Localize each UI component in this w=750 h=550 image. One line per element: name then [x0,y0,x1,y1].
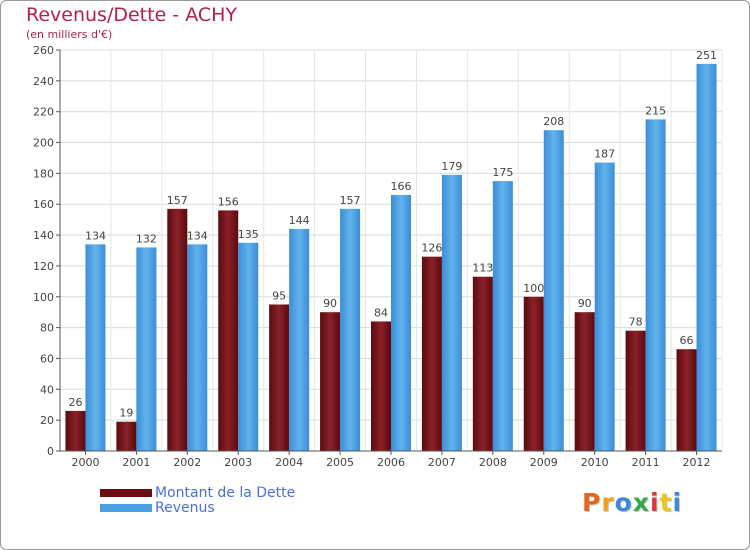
label-debt-2012: 66 [680,334,694,347]
x-tick-label-2001: 2001 [122,456,150,469]
y-tick-label-40: 40 [40,383,54,396]
proxiti-logo: Proxiti [582,488,682,517]
label-revenus-2011: 215 [645,104,666,117]
x-tick-label-2011: 2011 [632,456,660,469]
y-tick-label-60: 60 [40,352,54,365]
label-revenus-2000: 134 [85,229,106,242]
y-tick-label-120: 120 [33,260,54,273]
logo-letter: x [632,488,650,517]
bar-debt-2008 [472,276,493,451]
label-revenus-2010: 187 [594,148,615,161]
label-debt-2009: 100 [523,282,544,295]
x-tick-label-2007: 2007 [428,456,456,469]
x-tick-label-2002: 2002 [173,456,201,469]
bar-revenus-2009 [543,130,564,451]
label-debt-2000: 26 [68,396,82,409]
bars [65,63,717,452]
label-revenus-2002: 134 [187,229,208,242]
x-tick-label-2005: 2005 [326,456,354,469]
label-debt-2011: 78 [629,316,643,329]
legend-label-debt: Montant de la Dette [155,485,296,501]
label-debt-2010: 90 [578,297,592,310]
x-tick-label-2009: 2009 [530,456,558,469]
label-revenus-2009: 208 [543,115,564,128]
y-tick-label-220: 220 [33,106,54,119]
x-tick-label-2003: 2003 [224,456,252,469]
x-tick-label-2006: 2006 [377,456,405,469]
bar-revenus-2010 [594,162,615,452]
y-tick-label-200: 200 [33,137,54,150]
bar-revenus-2006 [391,194,411,451]
label-debt-2006: 84 [374,306,388,319]
y-tick-label-0: 0 [47,445,54,458]
logo-letter: t [659,488,673,517]
legend-label-revenus: Revenus [155,500,215,516]
y-tick-label-140: 140 [33,229,54,242]
y-tick-label-100: 100 [33,291,54,304]
bar-debt-2009 [523,296,544,451]
y-tick-label-20: 20 [40,414,54,427]
bar-revenus-2008 [492,181,513,451]
label-debt-2005: 90 [323,297,337,310]
label-revenus-2007: 179 [441,160,462,173]
y-tick-label-260: 260 [33,44,54,57]
legend-swatch-revenus [100,504,152,512]
bar-debt-2012 [676,349,697,451]
chart-subtitle: (en milliers d'€) [26,28,113,41]
x-tick-label-2012: 2012 [683,456,711,469]
bar-debt-2000 [65,410,86,451]
bar-debt-2011 [625,330,646,451]
y-tick-label-240: 240 [33,75,54,88]
y-tick-label-180: 180 [33,167,54,180]
label-revenus-2003: 135 [238,228,259,241]
label-debt-2001: 19 [119,407,133,420]
chart-title: Revenus/Dette - ACHY [26,4,238,26]
bar-debt-2006 [371,321,391,451]
y-tick-label-80: 80 [40,322,54,335]
label-revenus-2012: 251 [696,49,717,62]
label-revenus-2005: 157 [340,194,361,207]
label-debt-2007: 126 [421,242,442,255]
bar-revenus-2012 [696,63,717,451]
bar-debt-2004 [269,304,290,451]
data-labels: 26 134 19 132 157 134 156 135 95 144 90 157 84 166 126… [68,49,717,420]
x-tick-label-2004: 2004 [275,456,303,469]
label-revenus-2001: 132 [136,232,157,245]
label-debt-2004: 95 [272,289,286,302]
label-revenus-2006: 166 [391,180,412,193]
bar-debt-2007 [421,256,442,451]
bar-revenus-2007 [441,174,462,451]
x-tick-label-2010: 2010 [581,456,609,469]
bar-debt-2005 [320,312,341,451]
bar-revenus-2005 [340,208,361,451]
bar-revenus-2003 [238,242,259,451]
logo-letter: P [582,488,602,517]
label-revenus-2008: 175 [492,166,513,179]
bar-debt-2010 [574,312,595,451]
bar-revenus-2011 [645,119,666,452]
bar-revenus-2004 [289,228,310,451]
label-debt-2008: 113 [472,262,493,275]
logo-letter: r [601,488,615,517]
logo-letter: i [650,488,660,517]
bar-revenus-2000 [85,244,106,451]
x-tick-label-2008: 2008 [479,456,507,469]
logo-letter: i [672,488,683,517]
label-debt-2002: 157 [167,194,188,207]
logo-letter: o [614,488,633,517]
bar-debt-2002 [167,208,188,451]
y-tick-label-160: 160 [33,198,54,211]
bar-revenus-2001 [136,247,157,451]
bar-debt-2001 [116,421,137,451]
legend-swatch-debt [100,489,152,497]
bar-debt-2003 [218,210,239,451]
axes: 0 20 40 60 80 100 120 140 160 180 200 220 240 260 2000… [33,44,722,469]
bar-revenus-2002 [187,244,208,451]
x-tick-label-2000: 2000 [71,456,99,469]
label-debt-2003: 156 [218,195,239,208]
label-revenus-2004: 144 [289,214,310,227]
